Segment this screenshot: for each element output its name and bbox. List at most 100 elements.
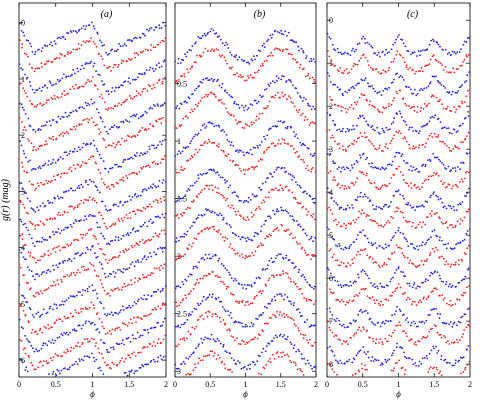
- g-band-point: [97, 367, 100, 370]
- r-band-point: [192, 242, 195, 245]
- r-band-point: [455, 108, 458, 111]
- r-band-point: [235, 214, 238, 216]
- r-band-point: [195, 325, 198, 328]
- r-band-point: [352, 335, 355, 337]
- g-band-point: [460, 48, 462, 51]
- r-band-point: [43, 183, 46, 186]
- g-band-point: [256, 318, 259, 321]
- g-band-point: [113, 50, 116, 52]
- g-band-point: [429, 274, 431, 277]
- r-band-point: [152, 200, 155, 203]
- r-band-point: [33, 106, 36, 108]
- r-band-point: [461, 180, 464, 183]
- g-band-point: [295, 133, 298, 136]
- r-band-point: [426, 104, 429, 107]
- g-band-point: [84, 252, 87, 254]
- g-band-point: [112, 314, 114, 317]
- r-band-point: [73, 125, 75, 128]
- r-band-point: [245, 219, 247, 222]
- r-band-point: [75, 125, 78, 127]
- g-band-point: [299, 225, 302, 228]
- r-band-point: [246, 216, 249, 219]
- r-band-point: [382, 303, 384, 306]
- r-band-point: [102, 357, 104, 359]
- g-band-point: [386, 88, 389, 91]
- r-band-point: [415, 226, 418, 229]
- g-band-point: [277, 166, 280, 169]
- g-band-point: [366, 41, 369, 44]
- g-band-point: [273, 260, 275, 263]
- r-band-point: [20, 340, 23, 342]
- g-band-point: [430, 39, 432, 42]
- r-band-point: [394, 211, 396, 213]
- r-band-point: [392, 60, 395, 63]
- x-axis-label: ϕ: [243, 389, 248, 399]
- g-band-point: [143, 294, 146, 297]
- g-band-point: [20, 30, 23, 32]
- r-band-point: [353, 184, 355, 186]
- g-band-point: [142, 298, 144, 301]
- r-band-point: [380, 186, 383, 189]
- r-band-point: [112, 185, 115, 188]
- r-band-point: [313, 81, 316, 83]
- r-band-point: [229, 206, 232, 209]
- g-band-point: [210, 28, 213, 30]
- g-band-point: [333, 319, 336, 321]
- r-band-point: [64, 211, 66, 214]
- r-band-point: [241, 339, 244, 342]
- r-band-point: [184, 253, 187, 256]
- g-band-point: [88, 320, 90, 323]
- r-band-point: [343, 188, 346, 190]
- g-band-point: [141, 258, 144, 260]
- r-band-point: [266, 107, 268, 109]
- g-band-point: [89, 213, 91, 216]
- r-band-point: [345, 187, 348, 190]
- r-band-point: [463, 329, 466, 331]
- r-band-point: [101, 58, 104, 60]
- r-band-point: [347, 72, 349, 75]
- g-band-point: [415, 130, 418, 133]
- g-band-point: [103, 237, 106, 240]
- r-band-point: [256, 71, 259, 73]
- r-band-point: [460, 141, 462, 144]
- g-band-point: [370, 45, 373, 48]
- r-band-point: [348, 187, 351, 189]
- r-band-point: [448, 303, 451, 306]
- r-band-point: [408, 262, 411, 264]
- r-band-point: [467, 54, 470, 56]
- r-band-point: [314, 218, 316, 221]
- r-band-point: [337, 299, 340, 301]
- r-band-point: [397, 207, 400, 210]
- g-band-point: [151, 67, 154, 70]
- r-band-point: [352, 65, 355, 68]
- r-band-point: [281, 356, 283, 358]
- r-band-point: [337, 221, 340, 224]
- r-band-point: [50, 96, 53, 99]
- r-band-point: [422, 263, 425, 266]
- g-band-point: [299, 311, 301, 314]
- g-band-point: [358, 42, 361, 45]
- g-band-point: [286, 127, 289, 130]
- r-band-point: [409, 107, 412, 110]
- g-band-point: [427, 159, 429, 162]
- r-band-point: [427, 371, 430, 374]
- r-band-point: [359, 253, 361, 256]
- r-band-point: [212, 93, 215, 95]
- g-band-point: [430, 349, 433, 352]
- g-band-point: [374, 324, 376, 326]
- r-band-point: [436, 368, 439, 371]
- r-band-point: [393, 367, 395, 369]
- g-band-point: [82, 289, 84, 291]
- r-band-point: [71, 205, 73, 208]
- g-band-point: [108, 351, 110, 354]
- g-band-point: [333, 276, 335, 278]
- g-band-point: [157, 105, 160, 107]
- g-band-point: [431, 230, 434, 233]
- r-band-point: [344, 227, 347, 230]
- r-band-point: [272, 274, 275, 277]
- g-band-point: [334, 162, 336, 165]
- g-band-point: [340, 362, 343, 364]
- g-band-point: [420, 50, 422, 53]
- r-band-point: [426, 216, 429, 218]
- r-band-point: [104, 361, 106, 364]
